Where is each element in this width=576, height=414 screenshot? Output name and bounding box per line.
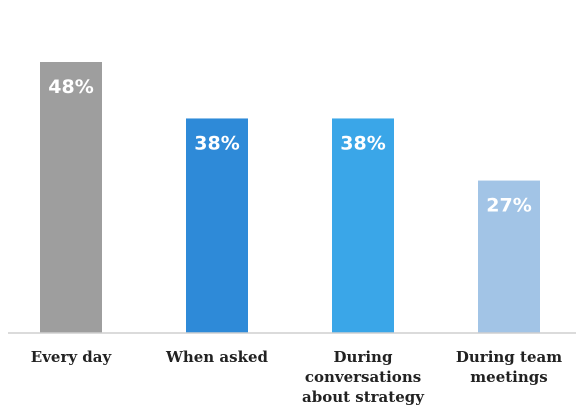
bar-0 [40, 62, 102, 333]
category-label-3-line-0: During team [456, 348, 562, 366]
bar-value-label-2: 38% [340, 132, 385, 154]
bar-value-label-3: 27% [486, 195, 531, 217]
category-label-2-line-0: During [334, 348, 393, 366]
category-labels-group: Every day When asked During conversations ab… [31, 348, 562, 406]
category-label-1-line-0: When asked [165, 348, 269, 366]
bar-1 [186, 118, 248, 333]
category-label-3-line-1: meetings [470, 368, 547, 386]
bar-3 [478, 180, 540, 333]
bar-value-label-1: 38% [194, 132, 239, 154]
bars-group [40, 62, 540, 333]
category-label-2-line-2: about strategy [302, 388, 425, 406]
category-label-2-line-1: conversations [305, 368, 421, 386]
bar-2 [332, 118, 394, 333]
category-label-0-line-0: Every day [31, 348, 113, 366]
value-labels-group: 48% 38% 38% 27% [48, 76, 531, 217]
bar-value-label-0: 48% [48, 76, 93, 98]
